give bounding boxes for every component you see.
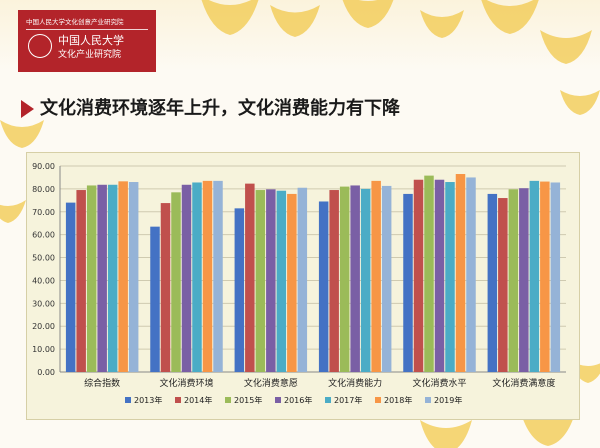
x-tick-label: 文化消费环境	[159, 377, 213, 389]
bar	[413, 179, 424, 372]
bar	[350, 185, 360, 372]
bar	[65, 202, 76, 372]
slide-title: 文化消费环境逐年上升，文化消费能力有下降	[40, 98, 400, 119]
bar	[381, 185, 392, 372]
y-tick-label: 50.00	[32, 254, 55, 263]
legend-swatch	[325, 397, 331, 403]
bar	[234, 208, 245, 372]
y-tick-label: 80.00	[32, 185, 55, 194]
legend-swatch	[125, 397, 131, 403]
y-tick-label: 10.00	[32, 345, 55, 354]
bar	[403, 193, 413, 372]
bar	[424, 175, 434, 372]
x-tick-label: 文化消费满意度	[492, 377, 555, 389]
legend-label: 2014年	[184, 395, 212, 405]
legend-label: 2018年	[384, 395, 412, 405]
bar	[76, 190, 86, 372]
bar	[540, 181, 550, 372]
logo-institute-name: 文化产业研究院	[58, 50, 122, 60]
legend-label: 2016年	[284, 395, 312, 405]
bar	[498, 198, 508, 372]
legend-label: 2019年	[434, 395, 462, 405]
bar	[519, 188, 529, 372]
legend-swatch	[275, 397, 281, 403]
university-seal-icon	[28, 34, 52, 58]
logo: 中国人民大学文化创意产业研究院 中国人民大学 文化产业研究院	[18, 10, 156, 72]
x-tick-label: 文化消费能力	[328, 377, 382, 389]
legend-label: 2013年	[134, 395, 162, 405]
logo-divider	[26, 29, 148, 30]
bar	[245, 183, 255, 372]
bar	[318, 201, 329, 372]
y-tick-label: 60.00	[32, 231, 55, 240]
bar	[329, 190, 339, 372]
bar	[255, 190, 266, 372]
bar	[202, 180, 213, 372]
bar	[181, 184, 192, 372]
bar	[487, 193, 498, 372]
y-tick-label: 0.00	[37, 368, 55, 377]
bar	[339, 186, 350, 372]
bar	[287, 193, 297, 372]
bar	[360, 188, 371, 372]
legend-swatch	[375, 397, 381, 403]
legend-swatch	[425, 397, 431, 403]
x-tick-label: 综合指数	[84, 377, 120, 389]
bar	[97, 184, 107, 372]
bar	[107, 184, 118, 372]
legend-swatch	[175, 397, 181, 403]
bar	[150, 226, 160, 372]
bar	[445, 182, 455, 372]
legend-label: 2015年	[234, 395, 262, 405]
bar	[297, 187, 308, 372]
bar	[266, 189, 276, 372]
y-tick-label: 20.00	[32, 322, 55, 331]
bar	[466, 177, 476, 372]
bar	[128, 182, 139, 372]
bar	[434, 179, 445, 372]
bar	[529, 180, 540, 372]
bar	[86, 185, 97, 372]
legend-swatch	[225, 397, 231, 403]
bar	[171, 192, 181, 372]
bar	[276, 190, 287, 372]
bar	[213, 180, 223, 372]
bar	[455, 174, 466, 372]
bar	[371, 180, 381, 372]
x-tick-label: 文化消费水平	[412, 377, 466, 389]
legend-label: 2017年	[334, 395, 362, 405]
x-tick-label: 文化消费意愿	[244, 377, 298, 389]
y-tick-label: 40.00	[32, 276, 55, 285]
bar	[508, 189, 519, 372]
triangle-marker-icon	[21, 100, 34, 118]
logo-university-name: 中国人民大学	[58, 34, 124, 47]
y-tick-label: 30.00	[32, 299, 55, 308]
y-tick-label: 90.00	[32, 162, 55, 171]
bar	[550, 182, 561, 372]
logo-line1: 中国人民大学文化创意产业研究院	[26, 18, 124, 26]
y-tick-label: 70.00	[32, 208, 55, 217]
bar	[118, 181, 128, 372]
bar	[160, 203, 171, 372]
bar	[192, 182, 202, 372]
